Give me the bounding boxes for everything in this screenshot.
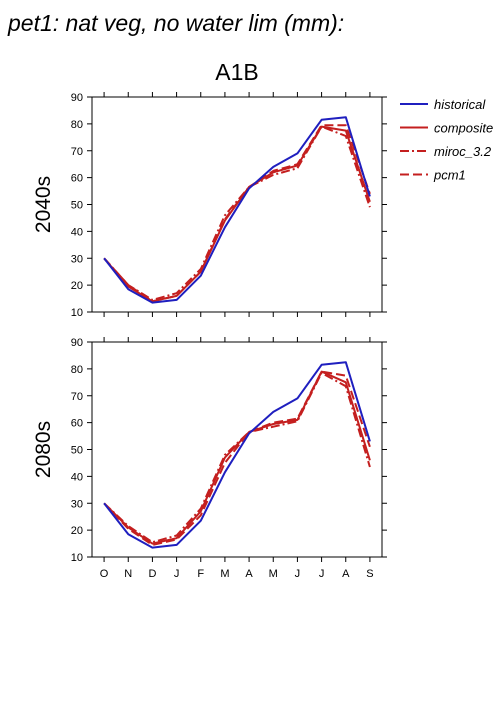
y-tick-label: 40 (71, 471, 83, 483)
y-tick-label: 10 (71, 552, 83, 564)
y-tick-label: 30 (71, 253, 83, 265)
y-tick-label: 20 (71, 280, 83, 292)
legend-entry: historical (434, 97, 486, 112)
x-tick-label: S (366, 568, 373, 580)
x-tick-label: M (269, 568, 278, 580)
y-tick-label: 90 (71, 337, 83, 349)
y-tick-label: 10 (71, 307, 83, 319)
x-tick-label: F (197, 568, 204, 580)
y-tick-label: 60 (71, 173, 83, 185)
y-tick-label: 70 (71, 391, 83, 403)
chart-subtitle: A1B (215, 59, 258, 85)
y-tick-label: 20 (71, 525, 83, 537)
x-tick-label: A (245, 568, 253, 580)
legend: historical composite miroc_3.2 pcm1 (400, 97, 493, 183)
chart-panels: 10 20 30 40 50 60 70 80 90 2040s 10 20 30 40 50 60 70 80 9… (32, 92, 387, 580)
y-tick-label: 80 (71, 364, 83, 376)
y-tick-label: 70 (71, 146, 83, 158)
x-tick-label: M (220, 568, 229, 580)
legend-entry: miroc_3.2 (434, 144, 492, 159)
x-tick-label: J (295, 568, 301, 580)
y-tick-label: 30 (71, 498, 83, 510)
series-line-historical (103, 361, 371, 549)
panel-1: 10 20 30 40 50 60 70 80 90 O N D J F M A M J J A S 2080s (32, 337, 387, 580)
panel-label: 2040s (32, 176, 55, 233)
legend-entry: pcm1 (433, 168, 466, 183)
panel-0: 10 20 30 40 50 60 70 80 90 2040s (32, 92, 387, 319)
x-tick-label: D (148, 568, 156, 580)
legend-entry: composite (434, 121, 493, 136)
y-tick-label: 80 (71, 119, 83, 131)
series-line-pcm1 (103, 370, 371, 546)
series-line-miroc-3-2 (103, 125, 371, 301)
series-line-historical (103, 116, 371, 304)
x-tick-label: N (124, 568, 132, 580)
y-tick-label: 90 (71, 92, 83, 104)
y-tick-label: 50 (71, 200, 83, 212)
x-tick-label: J (319, 568, 325, 580)
x-tick-label: A (342, 568, 350, 580)
panel-label: 2080s (32, 421, 55, 478)
y-tick-label: 50 (71, 445, 83, 457)
series-line-composite (103, 370, 371, 545)
series-line-miroc-3-2 (103, 371, 371, 544)
chart-title: pet1: nat veg, no water lim (mm): (7, 10, 344, 36)
y-tick-label: 60 (71, 418, 83, 430)
y-tick-label: 40 (71, 226, 83, 238)
x-tick-label: J (174, 568, 180, 580)
series-line-composite (103, 125, 371, 303)
series-line-pcm1 (103, 124, 371, 303)
x-tick-label: O (100, 568, 109, 580)
